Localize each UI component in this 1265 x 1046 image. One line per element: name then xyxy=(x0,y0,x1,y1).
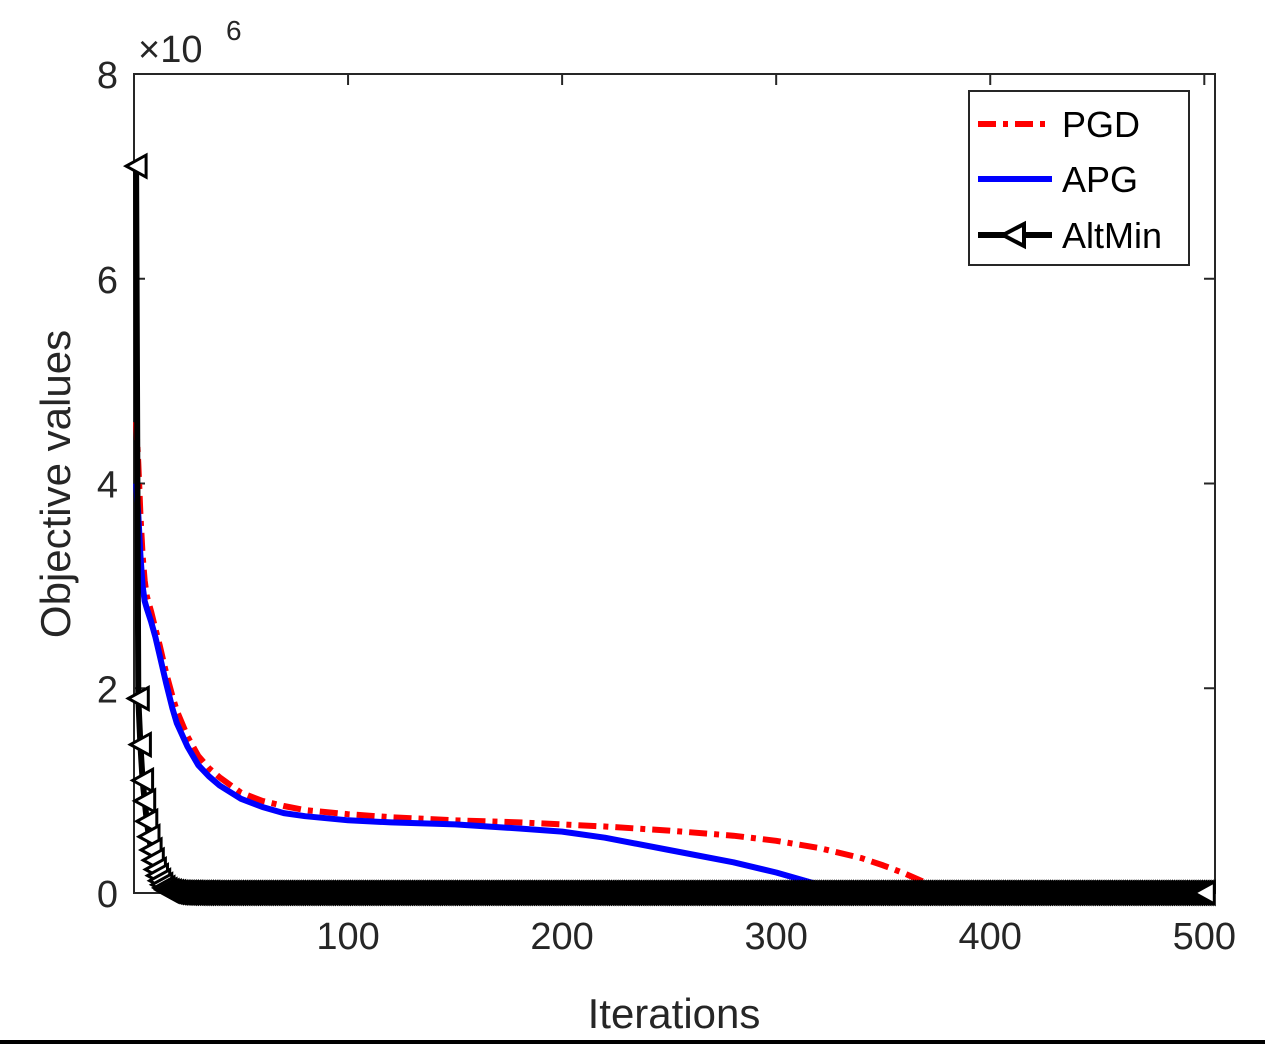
data-point-marker xyxy=(129,766,155,794)
data-point-marker xyxy=(127,731,152,759)
y-tick-label: 8 xyxy=(97,55,118,97)
legend-marker-altmin xyxy=(998,220,1026,250)
data-point-marker xyxy=(122,152,148,180)
legend: PGD APG AltMin xyxy=(968,90,1190,266)
series-layer xyxy=(122,152,1216,907)
y-multiplier: ×10 xyxy=(138,29,202,71)
x-tick-label: 100 xyxy=(316,916,379,958)
data-point-marker xyxy=(131,787,157,815)
series-line-apg xyxy=(133,483,1205,896)
x-tick-label: 200 xyxy=(530,916,593,958)
x-tick-label: 500 xyxy=(1173,916,1236,958)
legend-label-altmin: AltMin xyxy=(1062,215,1162,256)
y-multiplier-exponent: 6 xyxy=(226,15,242,46)
y-tick-label: 6 xyxy=(97,260,118,302)
data-point-marker xyxy=(1191,879,1216,907)
axis-ticks: 100 200 300 400 500 0 2 4 6 8 xyxy=(97,55,1236,958)
y-axis-label: Objective values xyxy=(32,330,79,638)
y-tick-label: 4 xyxy=(97,465,118,507)
x-tick-label: 300 xyxy=(744,916,807,958)
legend-label-pgd: PGD xyxy=(1062,104,1140,145)
y-tick-label: 2 xyxy=(97,669,118,711)
series-markers-altmin xyxy=(122,152,1216,907)
data-point-marker xyxy=(133,807,159,835)
bottom-rule xyxy=(0,1040,1265,1044)
x-axis-label: Iterations xyxy=(588,990,761,1037)
y-tick-label: 0 xyxy=(97,874,118,916)
legend-label-apg: APG xyxy=(1062,159,1138,200)
x-tick-label: 400 xyxy=(959,916,1022,958)
data-point-marker xyxy=(125,684,150,713)
